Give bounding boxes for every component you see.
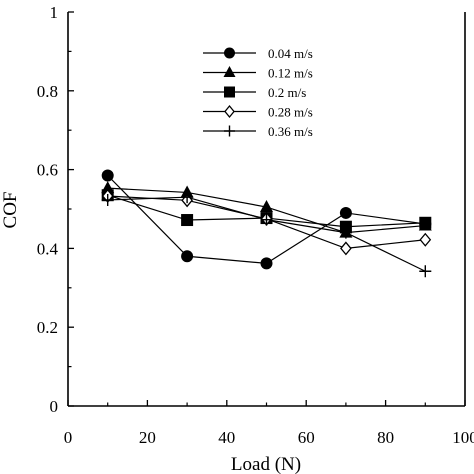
- y-tick-label: 0.4: [37, 239, 59, 258]
- x-tick-label: 60: [298, 428, 315, 447]
- data-point-series-5: [101, 193, 114, 206]
- legend: 0.04 m/s 0.12 m/s 0.2 m/s 0.28 m/s 0.36 m/s: [198, 40, 338, 145]
- y-tick-label: 0.8: [37, 82, 58, 101]
- data-point-series-4: [419, 232, 432, 247]
- x-tick-label: 0: [64, 428, 73, 447]
- axes: 0 20 40 60 80 100 0 0.2 0.4 0.6 0.8 1: [37, 3, 474, 447]
- data-point-series-5: [339, 226, 352, 239]
- legend-marker-5: [224, 125, 235, 137]
- data-point-series-1: [181, 250, 194, 263]
- series-markers: [101, 169, 432, 278]
- legend-label-2: 0.12 m/s: [268, 66, 313, 81]
- y-axis-title: COF: [0, 192, 21, 229]
- y-tick-label: 0: [50, 397, 59, 416]
- data-point-series-3: [181, 214, 194, 227]
- legend-label-5: 0.36 m/s: [268, 124, 313, 139]
- y-tick-label: 0.2: [37, 318, 58, 337]
- data-point-series-5: [419, 265, 432, 278]
- legend-label-4: 0.28 m/s: [268, 105, 313, 120]
- legend-marker-1: [224, 47, 235, 59]
- x-tick-label: 40: [218, 428, 235, 447]
- data-point-series-3: [419, 216, 432, 229]
- x-tick-label: 80: [377, 428, 394, 447]
- data-point-series-1: [339, 206, 352, 219]
- legend-label-3: 0.2 m/s: [268, 85, 306, 100]
- x-axis-title: Load (N): [231, 454, 301, 474]
- data-point-series-1: [260, 257, 273, 270]
- y-tick-label: 1: [50, 3, 59, 22]
- legend-marker-3: [224, 86, 235, 98]
- data-point-series-5: [181, 191, 194, 204]
- legend-label-1: 0.04 m/s: [268, 46, 313, 61]
- y-tick-label: 0.6: [37, 161, 58, 180]
- data-point-series-1: [101, 169, 114, 182]
- x-tick-label: 20: [139, 428, 156, 447]
- data-point-series-2: [260, 200, 273, 213]
- x-tick-label: 100: [452, 428, 474, 447]
- data-point-series-5: [260, 213, 273, 226]
- data-point-series-4: [340, 241, 352, 256]
- legend-marker-4: [224, 104, 235, 119]
- legend-marker-2: [223, 66, 236, 77]
